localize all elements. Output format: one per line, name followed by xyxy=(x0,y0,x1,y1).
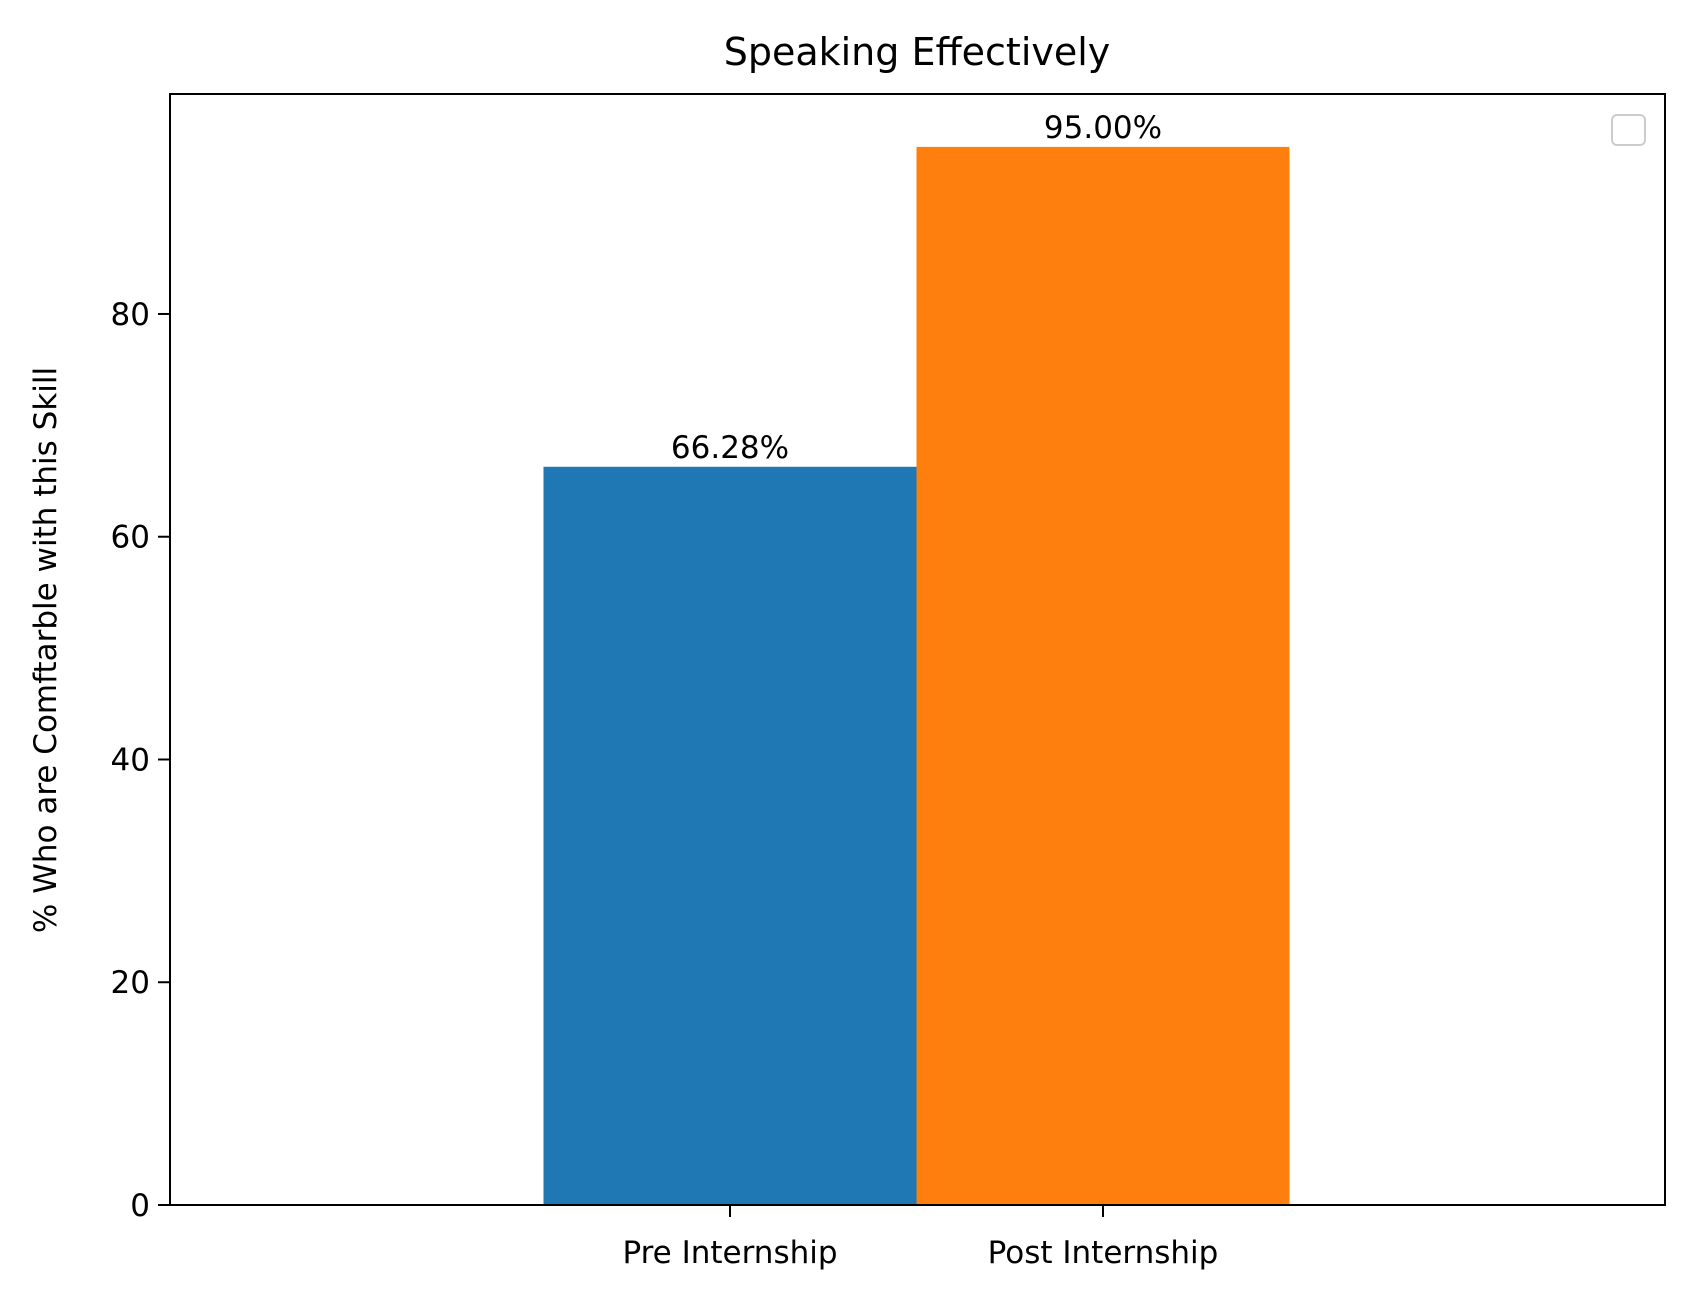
y-axis-label: % Who are Comftarble with this Skill xyxy=(28,367,64,933)
plot-area-frame xyxy=(169,93,1666,1206)
x-tick-label: Pre Internship xyxy=(622,1235,837,1271)
x-tick-label: Post Internship xyxy=(988,1235,1219,1271)
x-axis-ticks: Pre Internship Post Internship xyxy=(622,1205,1218,1271)
y-tick-label: 0 xyxy=(130,1188,150,1224)
bars-layer: 66.28% 95.00% xyxy=(543,110,1290,1205)
chart-title: Speaking Effectively xyxy=(724,30,1111,74)
bar-pre-internship xyxy=(543,466,917,1205)
y-tick-label: 60 xyxy=(111,520,150,556)
y-axis-ticks: 0 20 40 60 80 xyxy=(111,297,170,1224)
y-tick-label: 20 xyxy=(111,965,150,1001)
data-label-pre-internship: 66.28% xyxy=(671,430,789,466)
y-tick-label: 40 xyxy=(111,742,150,778)
y-tick-label: 80 xyxy=(111,297,150,333)
data-label-post-internship: 95.00% xyxy=(1044,110,1162,146)
bar-post-internship xyxy=(916,146,1290,1205)
legend-box xyxy=(1611,114,1646,146)
